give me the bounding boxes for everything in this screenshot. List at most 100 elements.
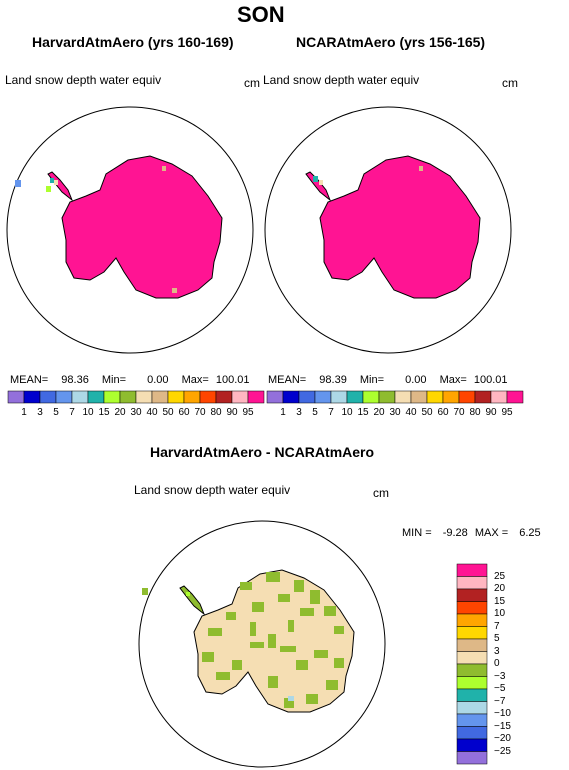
panel2-colorbar-tick-label: 3 <box>296 407 302 418</box>
panel2-colorbar-tick-label: 95 <box>501 407 513 418</box>
panel2-colorbar-ticks: 1 3 5 7 10 15 20 30 40 50 60 70 80 90 95 <box>275 407 515 418</box>
panel3-colorbar-tick-label: 5 <box>494 633 500 644</box>
panel3-colorbar-swatch <box>456 688 488 702</box>
panel3-colorbar-tick-label: −20 <box>494 733 511 744</box>
panel2-colorbar-tick-label: 7 <box>328 407 334 418</box>
panel3-colorbar-swatch <box>456 576 488 590</box>
panel1-colorbar-tick-label: 60 <box>178 407 190 418</box>
panel3-colorbar <box>456 563 488 765</box>
panel3-colorbar-tick-label: −5 <box>494 683 506 694</box>
panel3-colorbar-swatch <box>456 751 488 765</box>
panel3-patch <box>186 592 190 596</box>
panel3-max-label: MAX = <box>474 527 509 539</box>
panel1-patch <box>54 180 58 185</box>
panel2-colorbar-swatch <box>378 390 396 404</box>
panel1-colorbar-tick-label: 7 <box>69 407 75 418</box>
panel3-colorbar-tick-label: −7 <box>494 695 506 707</box>
panel2-min-value: 0.00 <box>405 374 427 386</box>
panel1-colorbar-swatch <box>167 390 185 404</box>
panel1-patch <box>172 288 177 293</box>
panel3-colorbar-tick-label: −10 <box>494 708 511 719</box>
panel3-min-value: -9.28 <box>442 527 468 539</box>
panel3-colorbar-swatch <box>456 663 488 677</box>
panel2-units: cm <box>502 76 518 90</box>
panel1-colorbar-ticks: 1 3 5 7 10 15 20 30 40 50 60 70 80 90 95 <box>16 407 256 418</box>
panel2-colorbar-swatch <box>490 390 508 404</box>
panel3-colorbar-tick-label: 10 <box>494 608 506 619</box>
panel2-max-value: 100.01 <box>473 374 508 386</box>
panel1-min-label: Min= <box>101 374 127 386</box>
panel3-stats: MIN = -9.28 MAX = 6.25 <box>402 527 541 539</box>
panel1-colorbar-swatch <box>23 390 41 404</box>
panel1-colorbar-swatch <box>55 390 73 404</box>
panel1-variable: Land snow depth water equiv <box>5 73 162 87</box>
panel1-colorbar-tick-label: 5 <box>53 407 59 418</box>
panel1-colorbar-swatch <box>87 390 105 404</box>
panel3-colorbar-tick-label: 25 <box>494 570 506 582</box>
panel2-patch <box>319 180 323 185</box>
panel1-max-label: Max= <box>181 374 209 386</box>
panel2-colorbar-tick-label: 1 <box>280 407 286 418</box>
panel1-title: HarvardAtmAero (yrs 160-169) <box>32 34 234 50</box>
panel3-colorbar-tick-label: 3 <box>494 645 500 657</box>
panel1-mean-label: MEAN= <box>10 374 49 386</box>
panel1-colorbar-tick-label: 20 <box>114 407 126 418</box>
panel2-colorbar-tick-label: 30 <box>389 407 401 418</box>
panel1-colorbar-swatch <box>151 390 169 404</box>
panel2-colorbar-swatch <box>330 390 348 404</box>
panel2-stats: MEAN= 98.39 Min= 0.00 Max= 100.01 <box>268 374 508 386</box>
panel2-colorbar-swatch <box>282 390 300 404</box>
panel1-patch <box>46 186 51 192</box>
panel2-colorbar-swatch <box>442 390 460 404</box>
panel3-colorbar-swatch <box>456 638 488 652</box>
panel2-colorbar-tick-label: 50 <box>421 407 433 418</box>
panel1-colorbar-swatch <box>103 390 121 404</box>
panel2-max-label: Max= <box>439 374 467 386</box>
panel2-antarctica <box>319 155 481 299</box>
panel3-colorbar-tick-label: −15 <box>494 720 511 732</box>
panel3-colorbar-swatch <box>456 563 488 577</box>
panel2-colorbar-tick-label: 40 <box>405 407 417 418</box>
panel3-max-value: 6.25 <box>519 527 541 539</box>
panel3-colorbar-swatch <box>456 676 488 690</box>
panel2-colorbar-swatch <box>266 390 284 404</box>
panel3-green-patches <box>202 572 344 708</box>
panel3-map <box>138 520 386 768</box>
panel2-colorbar <box>266 390 524 404</box>
panel1-patch <box>50 178 54 183</box>
panel2-mean-label: MEAN= <box>268 374 307 386</box>
panel1-colorbar-swatch <box>119 390 137 404</box>
panel2-colorbar-tick-label: 5 <box>312 407 318 418</box>
panel1-colorbar-tick-label: 40 <box>146 407 158 418</box>
panel1-colorbar-swatch <box>183 390 201 404</box>
panel1-min-value: 0.00 <box>147 374 169 386</box>
panel2-variable: Land snow depth water equiv <box>263 73 420 87</box>
panel2-colorbar-swatch <box>298 390 316 404</box>
panel1-patch <box>15 180 21 187</box>
panel2-colorbar-swatch <box>506 390 524 404</box>
panel2-colorbar-swatch <box>346 390 364 404</box>
panel2-peninsula <box>305 171 332 202</box>
panel2-title: NCARAtmAero (yrs 156-165) <box>296 34 486 50</box>
panel3-colorbar-tick-label: 7 <box>494 620 500 632</box>
panel3-colorbar-tick-label: 0 <box>494 658 500 669</box>
panel2-colorbar-swatch <box>410 390 428 404</box>
panel1-colorbar-tick-label: 90 <box>226 407 238 418</box>
panel2-patch <box>419 166 423 171</box>
panel1-colorbar-tick-label: 15 <box>98 407 110 418</box>
panel1-max-value: 100.01 <box>215 374 250 386</box>
panel1-colorbar <box>7 390 265 404</box>
panel1-colorbar-swatch <box>247 390 265 404</box>
panel2-colorbar-tick-label: 15 <box>357 407 369 418</box>
panel3-patch <box>142 588 148 595</box>
panel2-colorbar-swatch <box>362 390 380 404</box>
panel2-colorbar-swatch <box>458 390 476 404</box>
panel3-colorbar-tick-label: 15 <box>494 595 506 607</box>
panel3-title: HarvardAtmAero - NCARAtmAero <box>150 444 375 460</box>
panel3-colorbar-tick-label: 20 <box>494 583 506 594</box>
panel2-map <box>264 106 512 354</box>
panel1-colorbar-swatch <box>135 390 153 404</box>
panel3-units: cm <box>373 486 389 500</box>
panel3-colorbar-swatch <box>456 588 488 602</box>
panel2-patch <box>313 176 318 182</box>
